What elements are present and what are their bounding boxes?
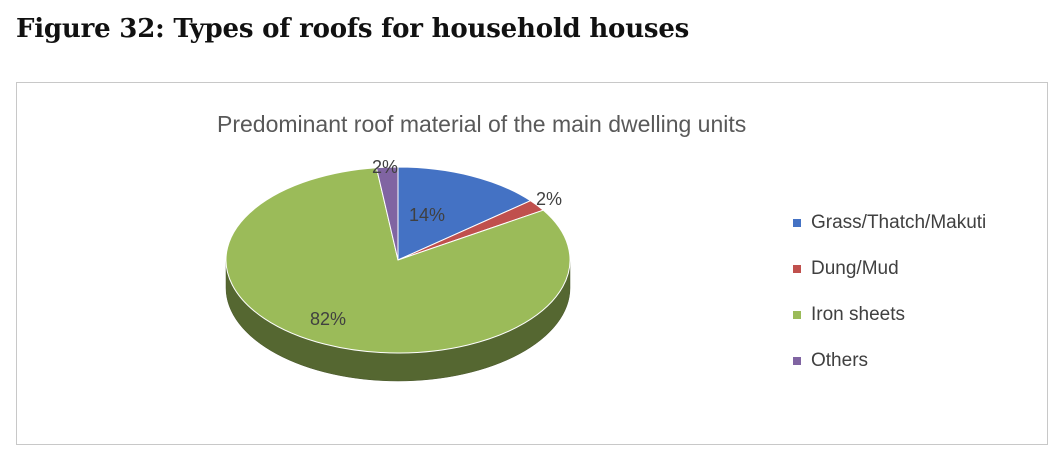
- legend-swatch: [793, 265, 801, 273]
- legend-item-grass-thatch-makuti: Grass/Thatch/Makuti: [793, 211, 986, 235]
- chart-title: Predominant roof material of the main dw…: [217, 111, 747, 137]
- legend-label: Grass/Thatch/Makuti: [811, 212, 987, 233]
- pie-chart: 14% 2% 82% 2%: [225, 157, 571, 382]
- pie-slice-iron-sheets: [225, 167, 571, 354]
- legend-label: Others: [811, 350, 869, 371]
- chart-area: Predominant roof material of the main dw…: [16, 82, 1048, 445]
- pie-slice-others: [375, 166, 399, 261]
- legend-item-dung-mud: Dung/Mud: [793, 257, 986, 281]
- data-label-iron-sheets: 82%: [310, 309, 346, 329]
- pie-slice-grass-thatch-makuti: [397, 166, 532, 261]
- legend-label: Iron sheets: [811, 304, 905, 325]
- legend-item-others: Others: [793, 349, 986, 373]
- data-label-dung-mud: 2%: [536, 189, 562, 209]
- legend-item-iron-sheets: Iron sheets: [793, 303, 986, 327]
- data-label-grass-thatch-makuti: 14%: [409, 205, 445, 225]
- legend-swatch: [793, 357, 801, 365]
- data-label-others: 2%: [372, 157, 398, 177]
- legend-swatch: [793, 219, 801, 227]
- figure-title: Figure 32: Types of roofs for household …: [16, 14, 690, 44]
- legend-swatch: [793, 311, 801, 319]
- legend-label: Dung/Mud: [811, 258, 899, 279]
- legend: Grass/Thatch/Makuti Dung/Mud Iron sheets Ot…: [793, 211, 986, 395]
